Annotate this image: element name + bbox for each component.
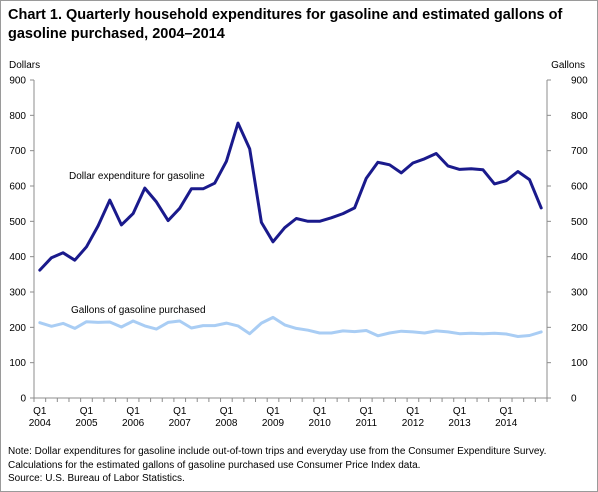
x-tick-label-year: 2008 (215, 418, 238, 429)
x-tick-label-quarter: Q1 (80, 406, 94, 417)
right-y-tick-label: 0 (571, 394, 577, 405)
left-y-tick-label: 700 (9, 146, 26, 157)
x-tick-label-quarter: Q1 (313, 406, 327, 417)
left-y-tick-label: 600 (9, 182, 26, 193)
right-y-tick-label: 100 (571, 358, 588, 369)
x-tick-label-quarter: Q1 (173, 406, 187, 417)
plot-area: 0 0 100 100 200 200 300 300 400 400 500 500 600 600 70… (9, 76, 588, 430)
gallons-series-line (38, 315, 543, 338)
left-y-tick-label: 900 (9, 76, 26, 87)
left-y-tick-label: 200 (9, 323, 26, 334)
right-y-tick-label: 700 (571, 146, 588, 157)
source-line: Source: U.S. Bureau of Labor Statistics. (8, 473, 185, 484)
gallons-series-label: Gallons of gasoline purchased (71, 305, 206, 316)
x-tick-label-year: 2011 (356, 418, 378, 429)
left-y-tick-label: 500 (9, 217, 26, 228)
x-tick-label-year: 2014 (495, 418, 518, 429)
x-tick-label-year: 2009 (262, 418, 285, 429)
left-y-tick-label: 100 (9, 358, 26, 369)
right-y-tick-label: 500 (571, 217, 588, 228)
left-y-tick-label: 400 (9, 252, 26, 263)
x-tick-label-quarter: Q1 (500, 406, 514, 417)
x-tick-label-quarter: Q1 (406, 406, 420, 417)
x-tick-label-quarter: Q1 (453, 406, 467, 417)
x-tick-label-year: 2005 (75, 418, 98, 429)
left-y-tick-label: 800 (9, 111, 26, 122)
x-tick-label-year: 2004 (29, 418, 52, 429)
left-y-tick-label: 0 (20, 394, 26, 405)
right-axis-label: Gallons (551, 60, 585, 71)
note-line-1: Note: Dollar expenditures for gasoline i… (8, 446, 547, 457)
x-tick-label-year: 2006 (122, 418, 145, 429)
x-tick-label-quarter: Q1 (220, 406, 234, 417)
left-axis-label: Dollars (9, 60, 40, 71)
x-tick-label-quarter: Q1 (33, 406, 47, 417)
x-tick-label-year: 2007 (169, 418, 192, 429)
x-tick-label-year: 2010 (309, 418, 332, 429)
left-y-tick-label: 300 (9, 288, 26, 299)
right-y-tick-label: 300 (571, 288, 588, 299)
x-tick-label-quarter: Q1 (360, 406, 374, 417)
x-tick-label-year: 2013 (448, 418, 471, 429)
chart-title: Chart 1. Quarterly household expenditure… (8, 7, 563, 42)
note-line-2: Calculations for the estimated gallons o… (8, 459, 421, 471)
expenditure-series-line (38, 121, 543, 272)
x-tick-label-quarter: Q1 (266, 406, 280, 417)
right-y-tick-label: 400 (571, 252, 588, 263)
x-tick-label-year: 2012 (402, 418, 425, 429)
right-y-tick-label: 900 (571, 76, 588, 87)
x-tick-label-quarter: Q1 (126, 406, 140, 417)
right-y-tick-label: 600 (571, 182, 588, 193)
chart-notes: Note: Dollar expenditures for gasoline i… (8, 445, 593, 486)
right-y-tick-label: 200 (571, 323, 588, 334)
expenditure-series-label: Dollar expenditure for gasoline (69, 171, 205, 182)
right-y-tick-label: 800 (571, 111, 588, 122)
